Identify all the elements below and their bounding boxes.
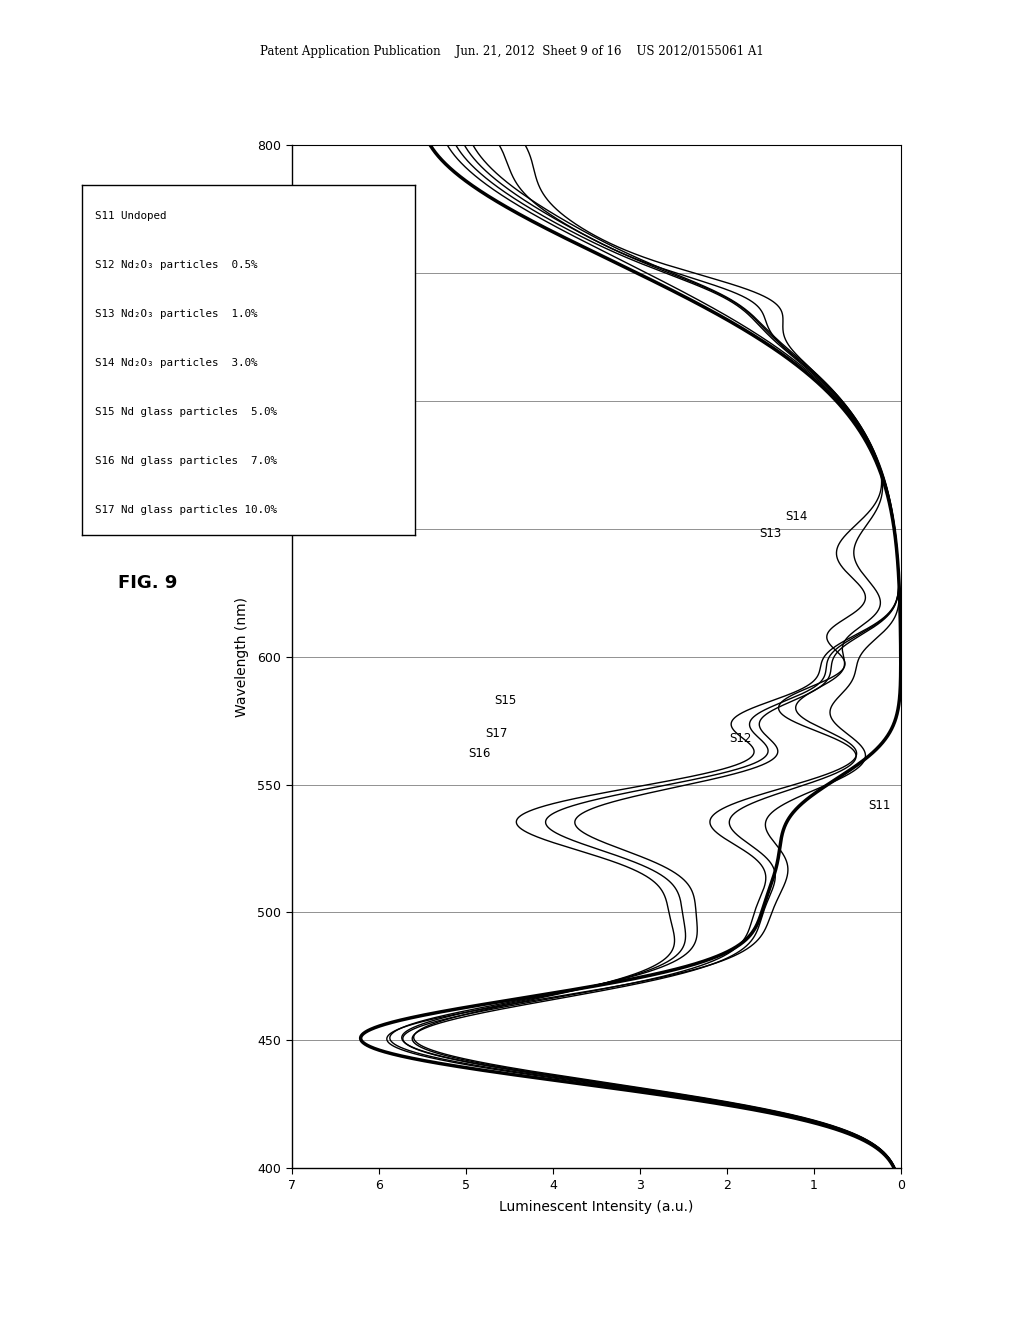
Text: Patent Application Publication    Jun. 21, 2012  Sheet 9 of 16    US 2012/015506: Patent Application Publication Jun. 21, …	[260, 45, 764, 58]
Text: S16 Nd glass particles  7.0%: S16 Nd glass particles 7.0%	[95, 457, 278, 466]
Text: S12 Nd₂O₃ particles  0.5%: S12 Nd₂O₃ particles 0.5%	[95, 260, 258, 271]
Text: S14 Nd₂O₃ particles  3.0%: S14 Nd₂O₃ particles 3.0%	[95, 358, 258, 368]
Text: S15 Nd glass particles  5.0%: S15 Nd glass particles 5.0%	[95, 407, 278, 417]
Text: S13 Nd₂O₃ particles  1.0%: S13 Nd₂O₃ particles 1.0%	[95, 309, 258, 319]
X-axis label: Luminescent Intensity (a.u.): Luminescent Intensity (a.u.)	[500, 1200, 693, 1214]
Text: S14: S14	[785, 510, 808, 523]
Text: S15: S15	[494, 694, 516, 706]
Text: S11: S11	[868, 799, 891, 812]
Text: S11 Undoped: S11 Undoped	[95, 211, 167, 222]
Text: S16: S16	[468, 747, 490, 760]
Y-axis label: Wavelength (nm): Wavelength (nm)	[236, 597, 249, 717]
Text: FIG. 9: FIG. 9	[118, 574, 177, 593]
Text: S12: S12	[729, 733, 752, 744]
Text: S13: S13	[760, 528, 781, 540]
Text: S17: S17	[485, 727, 508, 741]
Text: S17 Nd glass particles 10.0%: S17 Nd glass particles 10.0%	[95, 506, 278, 515]
